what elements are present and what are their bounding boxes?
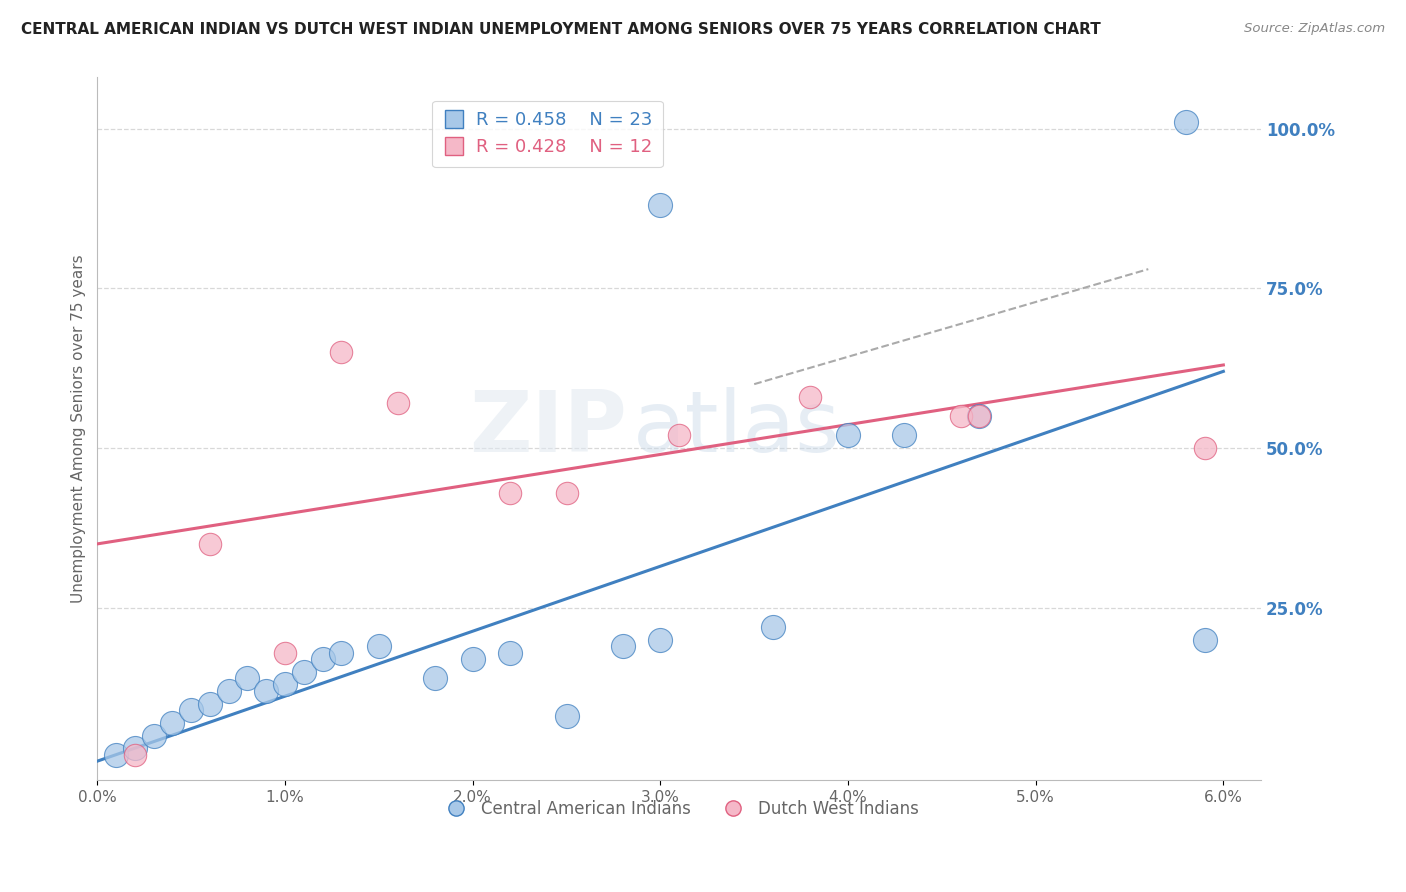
Point [124,741,146,756]
Point [461,652,484,666]
Point [762,620,785,634]
Point [499,646,522,660]
Point [893,428,915,442]
Point [949,409,972,423]
Point [236,671,259,685]
Point [367,639,389,653]
Point [668,428,690,442]
Text: CENTRAL AMERICAN INDIAN VS DUTCH WEST INDIAN UNEMPLOYMENT AMONG SENIORS OVER 75 : CENTRAL AMERICAN INDIAN VS DUTCH WEST IN… [21,22,1101,37]
Point [254,683,277,698]
Point [162,715,184,730]
Point [499,485,522,500]
Point [124,747,146,762]
Text: ZIP: ZIP [470,387,627,470]
Text: Source: ZipAtlas.com: Source: ZipAtlas.com [1244,22,1385,36]
Point [555,709,578,723]
Point [105,747,128,762]
Point [1174,115,1197,129]
Point [311,652,333,666]
Point [330,646,353,660]
Point [837,428,859,442]
Point [969,409,991,423]
Point [387,396,409,410]
Point [142,729,165,743]
Point [198,697,221,711]
Point [274,677,297,691]
Point [274,646,297,660]
Text: atlas: atlas [633,387,841,470]
Point [650,632,672,647]
Point [292,665,315,679]
Legend: Central American Indians, Dutch West Indians: Central American Indians, Dutch West Ind… [433,793,925,825]
Point [1194,441,1216,455]
Point [330,345,353,359]
Point [650,198,672,212]
Point [555,485,578,500]
Y-axis label: Unemployment Among Seniors over 75 years: Unemployment Among Seniors over 75 years [72,254,86,603]
Point [423,671,446,685]
Point [612,639,634,653]
Point [1194,632,1216,647]
Point [198,537,221,551]
Point [969,409,991,423]
Point [218,683,240,698]
Point [180,703,202,717]
Point [799,390,821,404]
